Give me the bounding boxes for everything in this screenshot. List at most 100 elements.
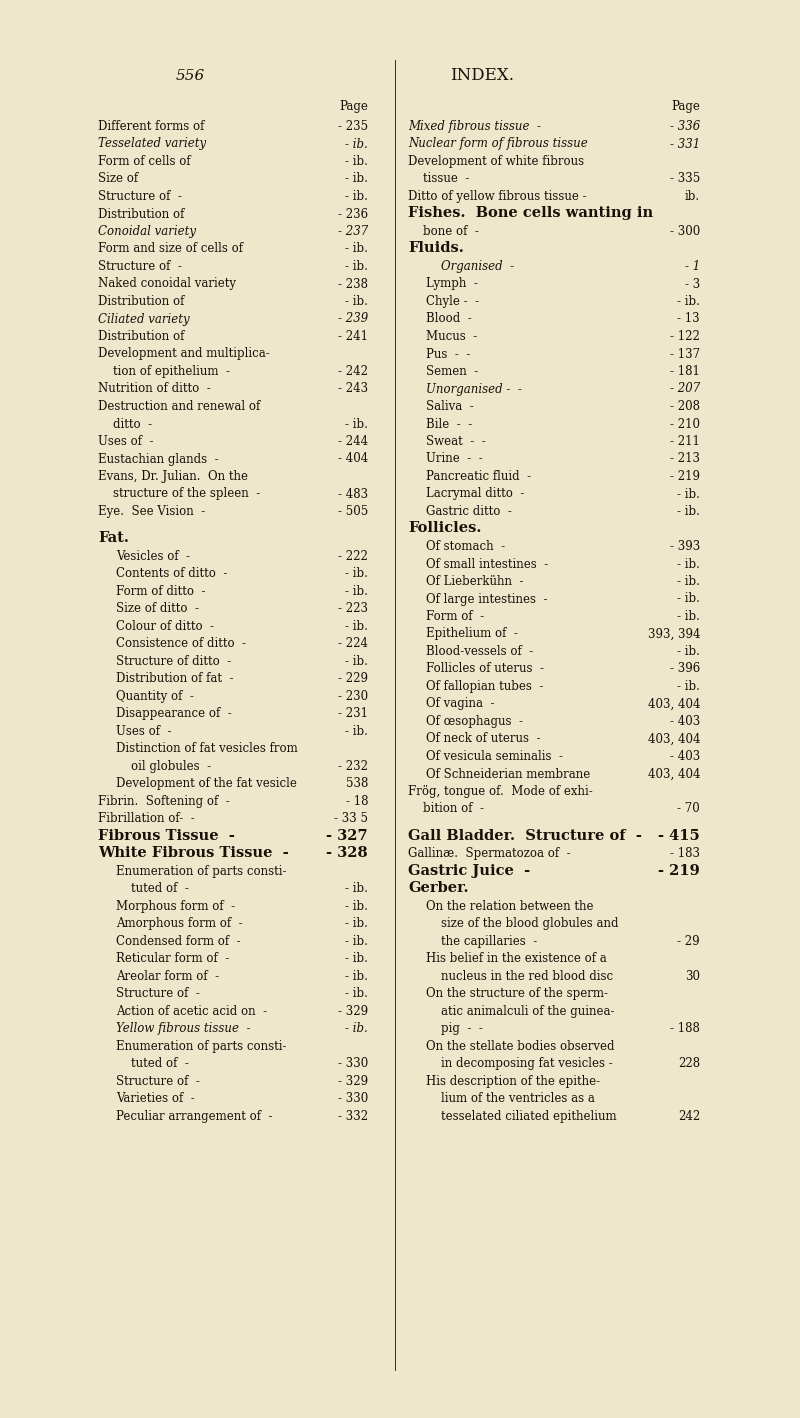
Text: - 181: - 181 (670, 364, 700, 379)
Text: Fibrin.  Softening of  -: Fibrin. Softening of - (98, 794, 230, 808)
Text: - 3: - 3 (685, 278, 700, 291)
Text: - 222: - 222 (338, 550, 368, 563)
Text: Morphous form of  -: Morphous form of - (116, 899, 235, 913)
Text: Structure of  -: Structure of - (116, 1075, 200, 1088)
Text: Disappearance of  -: Disappearance of - (116, 708, 232, 720)
Text: Development of white fibrous: Development of white fibrous (408, 155, 584, 167)
Text: Distinction of fat vesicles from: Distinction of fat vesicles from (116, 742, 298, 756)
Text: - 336: - 336 (670, 121, 700, 133)
Text: - ib.: - ib. (345, 987, 368, 1000)
Text: - 239: - 239 (338, 312, 368, 326)
Text: Bile  -  -: Bile - - (426, 417, 472, 431)
Text: the capillaries  -: the capillaries - (426, 934, 538, 947)
Text: - 33 5: - 33 5 (334, 813, 368, 825)
Text: - 244: - 244 (338, 435, 368, 448)
Text: - 207: - 207 (670, 383, 700, 396)
Text: Gallinæ.  Spermatozoa of  -: Gallinæ. Spermatozoa of - (408, 847, 570, 861)
Text: - 237: - 237 (338, 225, 368, 238)
Text: Of neck of uterus  -: Of neck of uterus - (426, 733, 541, 746)
Text: Consistence of ditto  -: Consistence of ditto - (116, 637, 246, 649)
Text: bone of  -: bone of - (408, 225, 479, 238)
Text: Different forms of: Different forms of (98, 121, 204, 133)
Text: lium of the ventricles as a: lium of the ventricles as a (426, 1092, 595, 1105)
Text: - ib.: - ib. (345, 899, 368, 913)
Text: - ib.: - ib. (345, 584, 368, 597)
Text: - 330: - 330 (338, 1058, 368, 1071)
Text: Amorphous form of  -: Amorphous form of - (116, 917, 242, 930)
Text: Form of cells of: Form of cells of (98, 155, 190, 167)
Text: - 230: - 230 (338, 689, 368, 703)
Text: Evans, Dr. Julian.  On the: Evans, Dr. Julian. On the (98, 469, 248, 484)
Text: - ib.: - ib. (345, 242, 368, 255)
Text: On the relation between the: On the relation between the (426, 899, 594, 913)
Text: Gall Bladder.  Structure of  -: Gall Bladder. Structure of - (408, 828, 642, 842)
Text: 403, 404: 403, 404 (647, 767, 700, 780)
Text: Ditto of yellow fibrous tissue -: Ditto of yellow fibrous tissue - (408, 190, 586, 203)
Text: Follicles.: Follicles. (408, 522, 482, 536)
Text: Blood  -: Blood - (426, 312, 472, 326)
Text: Tesselated variety: Tesselated variety (98, 138, 206, 150)
Text: Structure of  -: Structure of - (116, 987, 200, 1000)
Text: Frög, tongue of.  Mode of exhi-: Frög, tongue of. Mode of exhi- (408, 786, 593, 798)
Text: Of œsophagus  -: Of œsophagus - (426, 715, 523, 727)
Text: pig  -  -: pig - - (426, 1022, 483, 1035)
Text: Lymph  -: Lymph - (426, 278, 478, 291)
Text: Uses of  -: Uses of - (116, 725, 171, 737)
Text: - 242: - 242 (338, 364, 368, 379)
Text: Mucus  -: Mucus - (426, 330, 478, 343)
Text: tuted of  -: tuted of - (116, 882, 189, 895)
Text: Size of: Size of (98, 173, 138, 186)
Text: - 1: - 1 (685, 259, 700, 274)
Text: Saliva  -: Saliva - (426, 400, 474, 413)
Text: Gerber.: Gerber. (408, 881, 469, 895)
Text: Fibrillation of-  -: Fibrillation of- - (98, 813, 194, 825)
Text: Urine  -  -: Urine - - (426, 452, 482, 465)
Text: Structure of  -: Structure of - (98, 259, 182, 274)
Text: Page: Page (671, 101, 700, 113)
Text: - 241: - 241 (338, 330, 368, 343)
Text: Development and multiplica-: Development and multiplica- (98, 347, 270, 360)
Text: - ib.: - ib. (345, 951, 368, 966)
Text: Of Schneiderian membrane: Of Schneiderian membrane (426, 767, 590, 780)
Text: Reticular form of  -: Reticular form of - (116, 951, 230, 966)
Text: - 219: - 219 (670, 469, 700, 484)
Text: Organised  -: Organised - (426, 259, 514, 274)
Text: - ib.: - ib. (345, 259, 368, 274)
Text: - ib.: - ib. (677, 610, 700, 623)
Text: Varieties of  -: Varieties of - (116, 1092, 194, 1105)
Text: - ib.: - ib. (345, 882, 368, 895)
Text: Nuclear form of fibrous tissue: Nuclear form of fibrous tissue (408, 138, 588, 150)
Text: 242: 242 (678, 1110, 700, 1123)
Text: - ib.: - ib. (345, 417, 368, 431)
Text: - ib.: - ib. (677, 488, 700, 501)
Text: Epithelium of  -: Epithelium of - (426, 628, 518, 641)
Text: Mixed fibrous tissue  -: Mixed fibrous tissue - (408, 121, 541, 133)
Text: - ib.: - ib. (345, 620, 368, 632)
Text: - ib.: - ib. (345, 917, 368, 930)
Text: - 70: - 70 (678, 803, 700, 815)
Text: - 13: - 13 (678, 312, 700, 326)
Text: - ib.: - ib. (677, 681, 700, 693)
Text: - 235: - 235 (338, 121, 368, 133)
Text: Fishes.  Bone cells wanting in: Fishes. Bone cells wanting in (408, 207, 653, 221)
Text: Semen  -: Semen - (426, 364, 478, 379)
Text: - ib.: - ib. (677, 295, 700, 308)
Text: Distribution of: Distribution of (98, 207, 184, 221)
Text: Of large intestines  -: Of large intestines - (426, 593, 547, 605)
Text: - 300: - 300 (670, 225, 700, 238)
Text: - 243: - 243 (338, 383, 368, 396)
Text: - 213: - 213 (670, 452, 700, 465)
Text: - 210: - 210 (670, 417, 700, 431)
Text: - 403: - 403 (670, 715, 700, 727)
Text: Structure of ditto  -: Structure of ditto - (116, 655, 231, 668)
Text: - ib.: - ib. (345, 725, 368, 737)
Text: - 404: - 404 (338, 452, 368, 465)
Text: His belief in the existence of a: His belief in the existence of a (426, 951, 606, 966)
Text: - ib.: - ib. (677, 557, 700, 570)
Text: - 329: - 329 (338, 1004, 368, 1018)
Text: Ciliated variety: Ciliated variety (98, 312, 190, 326)
Text: - 122: - 122 (670, 330, 700, 343)
Text: - ib.: - ib. (677, 505, 700, 518)
Text: 538: 538 (346, 777, 368, 790)
Text: Of vesicula seminalis  -: Of vesicula seminalis - (426, 750, 563, 763)
